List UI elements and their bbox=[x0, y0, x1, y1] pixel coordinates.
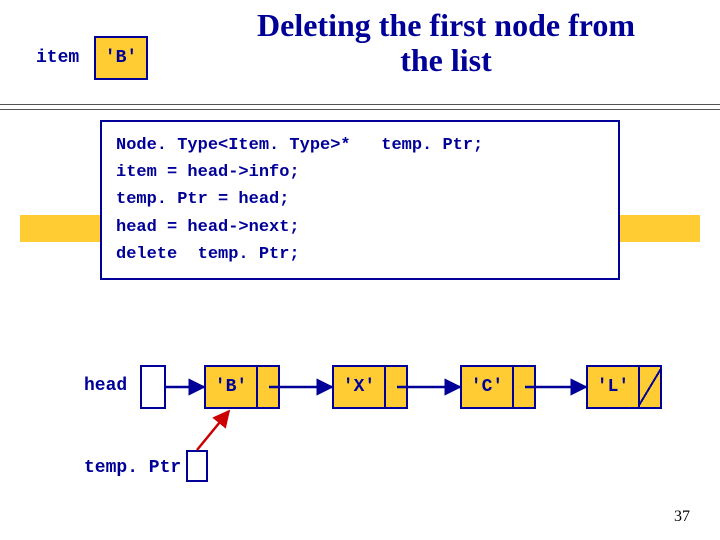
hr-top2 bbox=[0, 109, 720, 110]
item-label: item bbox=[36, 48, 79, 68]
ll-node-2-data: 'C' bbox=[462, 367, 512, 407]
ll-node-0: 'B' bbox=[204, 365, 280, 409]
ll-node-2-next bbox=[512, 367, 534, 407]
ll-node-1-next bbox=[384, 367, 406, 407]
ll-node-1-data: 'X' bbox=[334, 367, 384, 407]
ll-node-3: 'L' bbox=[586, 365, 662, 409]
code-line-5: head = head->next; bbox=[116, 214, 604, 241]
item-value: 'B' bbox=[105, 48, 137, 68]
title-line1: Deleting the first node from bbox=[257, 7, 635, 43]
ll-node-3-tail bbox=[638, 367, 660, 407]
item-value-box: 'B' bbox=[94, 36, 148, 80]
page-number: 37 bbox=[674, 508, 690, 526]
ll-node-0-data: 'B' bbox=[206, 367, 256, 407]
code-box: Node. Type<Item. Type>* temp. Ptr; item … bbox=[100, 120, 620, 280]
tempptr-label: temp. Ptr bbox=[84, 458, 181, 478]
head-label: head bbox=[84, 376, 127, 396]
code-line-3: item = head->info; bbox=[116, 159, 604, 186]
hr-top bbox=[0, 104, 720, 105]
arrow-tempptr-to-node0 bbox=[197, 411, 229, 450]
ll-node-2: 'C' bbox=[460, 365, 536, 409]
ll-node-0-next bbox=[256, 367, 278, 407]
title-line2: the list bbox=[400, 42, 492, 78]
code-line-6: delete temp. Ptr; bbox=[116, 241, 604, 268]
tempptr-box bbox=[186, 450, 208, 482]
ll-node-1: 'X' bbox=[332, 365, 408, 409]
ll-node-3-data: 'L' bbox=[588, 367, 638, 407]
head-pointer-box bbox=[140, 365, 166, 409]
code-line-4: temp. Ptr = head; bbox=[116, 186, 604, 213]
slide-title: Deleting the first node from the list bbox=[186, 8, 706, 78]
code-line-1: Node. Type<Item. Type>* temp. Ptr; bbox=[116, 132, 604, 159]
